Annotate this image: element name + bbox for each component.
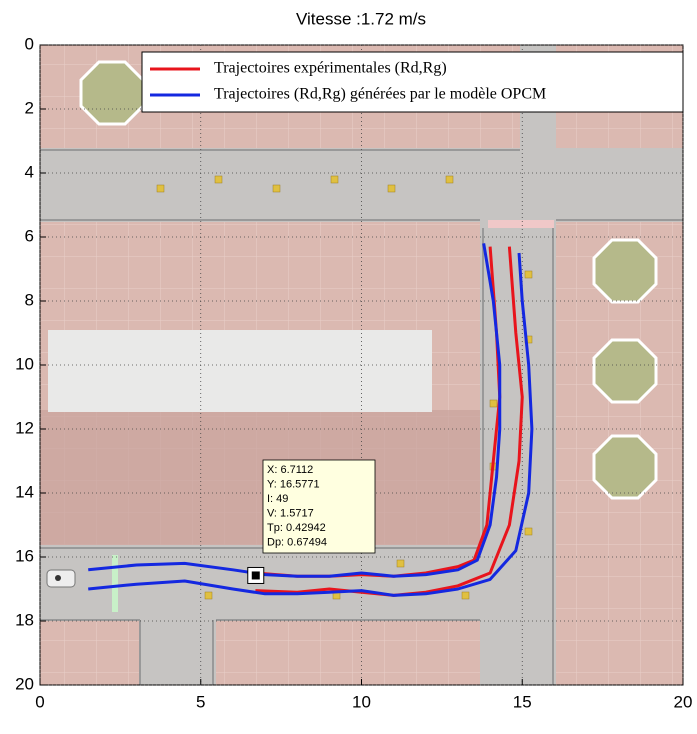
trajectory-line — [255, 246, 524, 597]
y-tick-label: 20 — [15, 674, 34, 693]
trajectory-line — [88, 252, 534, 597]
datatip-text: Dp: 0.67494 — [267, 536, 327, 548]
y-tick-label: 12 — [15, 418, 34, 437]
x-tick-label: 0 — [35, 692, 44, 711]
datatip-text: V: 1.5717 — [267, 507, 314, 519]
y-tick-label: 14 — [15, 482, 34, 501]
legend-box — [141, 51, 684, 113]
y-tick-label: 8 — [25, 290, 34, 309]
legend-label: Trajectoires (Rd,Rg) générées par le mod… — [214, 86, 546, 103]
y-tick-label: 0 — [25, 34, 34, 53]
x-tick-label: 10 — [352, 692, 371, 711]
x-tick-label: 5 — [196, 692, 205, 711]
legend-label: Trajectoires expérimentales (Rd,Rg) — [214, 60, 447, 77]
y-tick-label: 18 — [15, 610, 34, 629]
y-tick-label: 2 — [25, 98, 34, 117]
datatip-text: I: 49 — [267, 493, 288, 505]
datatip-text: Y: 16.5771 — [267, 478, 320, 490]
trajectory-line — [88, 243, 502, 578]
x-tick-label: 15 — [513, 692, 532, 711]
y-tick-label: 4 — [25, 162, 34, 181]
datatip-box — [262, 459, 376, 554]
datatip-marker-core — [251, 571, 260, 580]
y-tick-label: 10 — [15, 354, 34, 373]
datatip-text: X: 6.7112 — [267, 464, 313, 476]
datatip-text: Tp: 0.42942 — [267, 522, 326, 534]
x-tick-label: 20 — [674, 692, 693, 711]
chart-title: Vitesse :1.72 m/s — [296, 9, 426, 28]
y-tick-label: 16 — [15, 546, 34, 565]
y-tick-label: 6 — [25, 226, 34, 245]
